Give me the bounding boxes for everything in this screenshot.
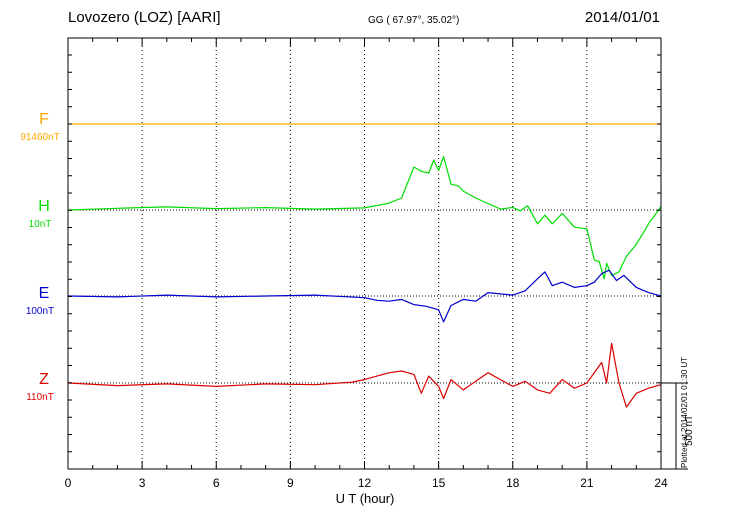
series-label-E: E — [39, 285, 50, 302]
tick-layer — [67, 38, 662, 469]
scale-bar: 500 nT — [661, 382, 695, 470]
label-layer: 0 3 6 9 12 15 18 21 24 F 91460nT H 10nT E 100nT Z 110nT — [20, 111, 668, 490]
station-coordinates: GG ( 67.97°, 35.02°) — [368, 15, 460, 26]
series-label-Z: Z — [39, 371, 49, 388]
plotted-timestamp: Plotted at 2014/02/01 01:30 UT — [680, 356, 689, 468]
series-line-E — [67, 269, 662, 323]
series-line-H — [67, 156, 662, 280]
scale-bar-label: 500 nT — [684, 415, 695, 446]
x-axis-label: U T (hour) — [336, 491, 395, 506]
x-tick-label: 0 — [65, 476, 72, 490]
station-title: Lovozero (LOZ) [AARI] — [68, 9, 221, 26]
x-tick-label: 3 — [139, 476, 146, 490]
chart-date: 2014/01/01 — [584, 9, 660, 26]
x-tick-label: 21 — [580, 476, 594, 490]
baseline-value-E: 100nT — [26, 306, 54, 317]
series-label-F: F — [39, 111, 49, 128]
x-tick-label: 6 — [213, 476, 220, 490]
x-tick-label: 9 — [287, 476, 294, 490]
baseline-value-H: 10nT — [29, 219, 52, 230]
x-tick-label: 12 — [358, 476, 372, 490]
x-tick-label: 15 — [432, 476, 446, 490]
series-line-Z — [67, 342, 662, 408]
baseline-value-F: 91460nT — [20, 132, 59, 143]
baseline-value-Z: 110nT — [26, 392, 54, 403]
series-layer — [67, 123, 662, 408]
x-tick-label: 18 — [506, 476, 520, 490]
x-tick-label: 24 — [654, 476, 668, 490]
grid-layer — [68, 38, 661, 469]
series-label-H: H — [38, 198, 50, 215]
